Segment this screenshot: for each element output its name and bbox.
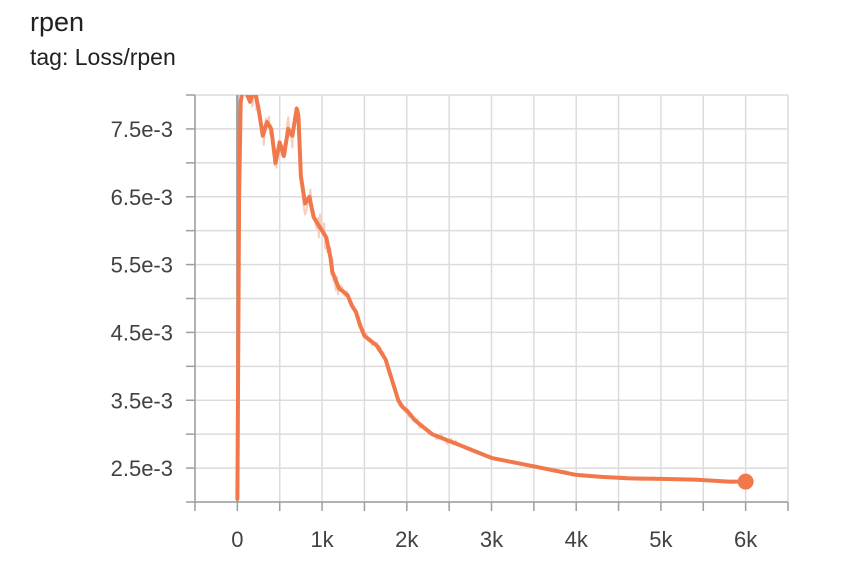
last-point-marker [737, 473, 754, 490]
chart-title: rpen [30, 7, 85, 37]
x-tick-label: 3k [480, 527, 504, 552]
x-tick-label: 1k [310, 527, 334, 552]
y-tick-label: 7.5e-3 [111, 117, 173, 142]
x-tick-label: 6k [734, 527, 758, 552]
series-line [235, 95, 748, 501]
x-tick-label: 0 [231, 527, 243, 552]
x-tick-label: 4k [565, 527, 589, 552]
x-tick-label: 2k [395, 527, 419, 552]
y-tick-label: 4.5e-3 [111, 320, 173, 345]
y-tick-label: 2.5e-3 [111, 456, 173, 481]
y-tick-label: 5.5e-3 [111, 253, 173, 278]
y-tick-label: 6.5e-3 [111, 185, 173, 210]
y-tick-label: 3.5e-3 [111, 388, 173, 413]
x-tick-label: 5k [649, 527, 673, 552]
y-axis-ticks: 2.5e-3 3.5e-3 4.5e-3 5.5e-3 6.5e-3 7.5e-3 [111, 94, 195, 503]
x-axis-ticks: 0 1k 2k 3k 4k 5k 6k [194, 502, 789, 552]
chart-subtitle: tag: Loss/rpen [30, 44, 176, 70]
